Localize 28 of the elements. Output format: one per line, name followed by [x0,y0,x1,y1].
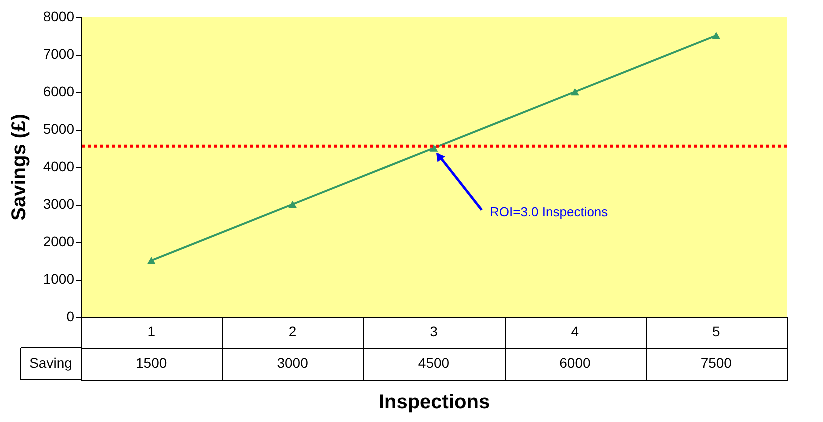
x-tick-label: 2 [288,324,297,340]
point [571,88,580,96]
x-axis-title: Inspections [378,392,490,414]
x-tick-label: 3 [430,324,438,340]
point [147,257,156,264]
y-tick-label: 6000 [43,84,75,100]
data-label: 6000 [560,355,591,371]
point [430,144,438,152]
y-tick-label: 4000 [43,158,75,174]
y-axis-title: Savings (£) [8,114,30,221]
point [288,200,297,208]
data-label: 7500 [700,355,732,371]
y-tick-label: 0 [66,308,75,324]
data-label: 3000 [277,355,309,371]
point [712,32,721,40]
data-label: 4500 [418,355,450,371]
x-tick-label: 4 [571,324,580,340]
y-tick-label: 7000 [43,46,75,62]
y-tick-label: 5000 [43,121,75,137]
text: Saving [30,355,72,371]
data-label: 1500 [136,355,168,371]
y-tick-label: 8000 [43,8,75,24]
x-tick-label: 1 [148,324,156,340]
y-tick-label: 2000 [43,234,75,250]
y-tick-label: 3000 [43,196,75,212]
y-tick-label: 1000 [43,271,75,287]
annotation: ROI=3.0 Inspections [490,204,609,220]
x-tick-label: 5 [712,324,720,340]
